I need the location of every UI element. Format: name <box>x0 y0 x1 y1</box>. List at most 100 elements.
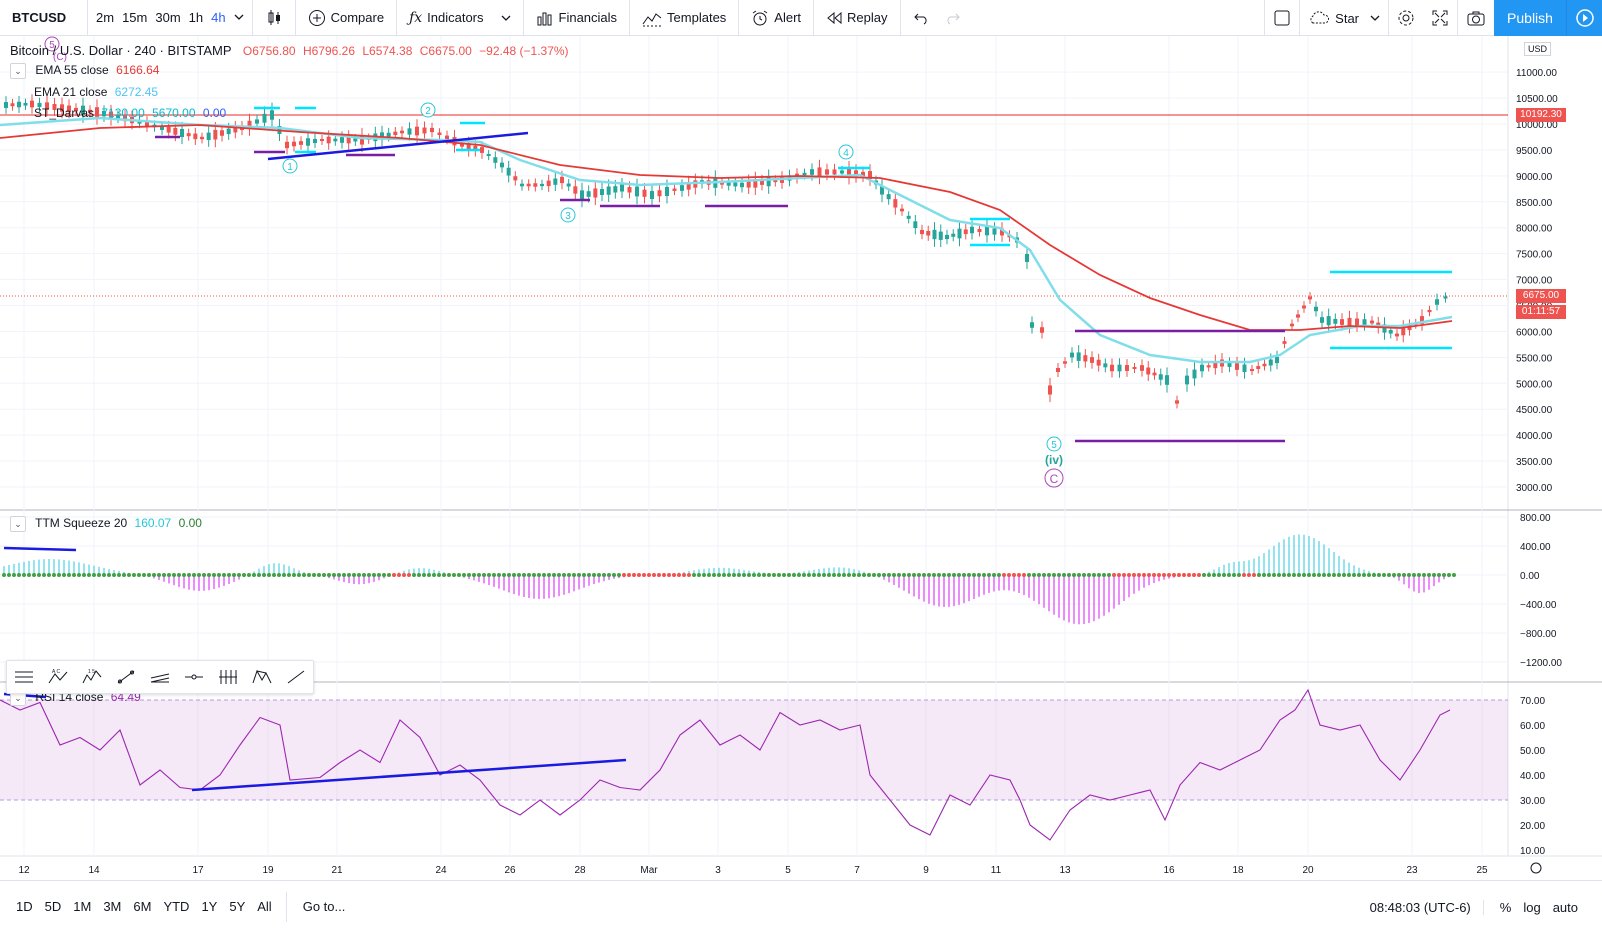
range-3m[interactable]: 3M <box>103 899 122 914</box>
ttm-squeeze-dot <box>227 573 231 577</box>
ttm-squeeze-dot <box>567 573 571 577</box>
range-5d[interactable]: 5D <box>44 899 62 914</box>
rsi-line <box>0 688 1451 841</box>
interval-15m[interactable]: 15m <box>122 9 148 25</box>
candle-body <box>213 129 218 140</box>
interval-2m[interactable]: 2m <box>96 9 115 25</box>
ttm-squeeze-dot <box>1442 573 1446 577</box>
candle-body <box>868 171 872 179</box>
range-5y[interactable]: 5Y <box>229 899 246 914</box>
candle-body <box>123 115 127 122</box>
ttm-squeeze-dot <box>537 573 541 577</box>
ttm-squeeze-dot <box>607 573 611 577</box>
ttm-squeeze-dot <box>532 573 536 577</box>
candle-body <box>1242 364 1247 372</box>
alert-button[interactable]: Alert <box>743 0 809 36</box>
candle-body <box>1103 363 1108 368</box>
candle-body <box>270 110 274 120</box>
symbol-search[interactable]: BTCUSD <box>0 0 88 36</box>
collapse-legend-icon[interactable]: ⌄ <box>10 63 26 79</box>
interval-30m[interactable]: 30m <box>155 9 181 25</box>
time-tick-label: 12 <box>18 865 30 876</box>
interval-dropdown-icon[interactable] <box>230 0 248 36</box>
candle-body <box>506 167 511 176</box>
goto-date-button[interactable]: Go to... <box>302 899 346 914</box>
range-6m[interactable]: 6M <box>133 899 152 914</box>
candle-body <box>553 178 558 185</box>
templates-button[interactable]: Templates <box>634 0 734 36</box>
candle-body <box>686 182 691 190</box>
ttm-squeeze-dot <box>507 573 511 577</box>
ttm-squeeze-dot <box>877 573 881 577</box>
currency-label[interactable]: USD <box>1524 42 1552 56</box>
ray-tool-icon[interactable] <box>279 661 313 693</box>
redo-icon[interactable] <box>937 0 969 36</box>
candle-body <box>326 136 331 144</box>
high-value: H6796.26 <box>302 44 355 58</box>
ttm-squeeze-dot <box>657 573 661 577</box>
candle-body <box>386 132 391 137</box>
fullscreen-expand-icon[interactable] <box>1423 0 1457 36</box>
candle-body <box>45 102 49 110</box>
ttm-histogram-group <box>3 534 1455 625</box>
range-1y[interactable]: 1Y <box>201 899 218 914</box>
replay-button[interactable]: Replay <box>818 0 895 36</box>
candle-body <box>880 185 884 195</box>
ttm-squeeze-dot <box>827 573 831 577</box>
interval-4h[interactable]: 4h <box>211 9 226 25</box>
compare-button[interactable]: Compare <box>300 0 392 36</box>
candle-body <box>627 186 632 193</box>
camera-snapshot-icon[interactable] <box>1457 0 1494 36</box>
candle-body <box>620 184 624 192</box>
candle-body <box>360 135 364 145</box>
elliott-wave-tool-icon[interactable]: 1 5 <box>75 661 109 693</box>
percent-scale-toggle[interactable]: % <box>1499 899 1512 915</box>
gann-fan-tool-icon[interactable] <box>211 661 245 693</box>
financials-button[interactable]: Financials <box>528 0 626 36</box>
ttm-squeeze-dot <box>1022 573 1026 577</box>
pitchfork-tool-icon[interactable] <box>143 661 177 693</box>
ttm-squeeze-dot <box>267 573 271 577</box>
interval-1h[interactable]: 1h <box>188 9 204 25</box>
financials-group: Financials <box>524 0 631 36</box>
undo-icon[interactable] <box>905 0 937 36</box>
range-1m[interactable]: 1M <box>73 899 92 914</box>
fib-retracement-tool-icon[interactable] <box>7 661 41 693</box>
fullscreen-square-icon[interactable] <box>1264 0 1299 36</box>
ttm-squeeze-dot <box>1082 573 1086 577</box>
ttm-squeeze-dot <box>917 573 921 577</box>
candle-body <box>95 107 99 117</box>
auto-scale-toggle[interactable]: auto <box>1552 899 1578 915</box>
trend-line-tool-icon[interactable] <box>109 661 143 693</box>
publish-button[interactable]: Publish <box>1494 0 1566 36</box>
ttm-squeeze-dot <box>132 573 136 577</box>
ttm-squeeze-dot <box>362 573 366 577</box>
candle-body <box>825 169 829 175</box>
ttm-squeeze-dot <box>1417 573 1421 577</box>
indicators-button[interactable]: ƒx Indicators <box>401 0 518 36</box>
candle-body <box>893 199 898 208</box>
range-1d[interactable]: 1D <box>16 899 33 914</box>
star-layout-button[interactable]: Star <box>1299 0 1388 36</box>
log-scale-toggle[interactable]: log <box>1523 899 1541 915</box>
play-circle-icon[interactable] <box>1566 0 1602 36</box>
range-all[interactable]: All <box>257 899 272 914</box>
horizontal-line-tool-icon[interactable] <box>177 661 211 693</box>
ttm-squeeze-dot <box>882 573 886 577</box>
drawing-toolbar: A C 1 5 <box>6 660 314 694</box>
settings-gear-icon[interactable] <box>1388 0 1423 36</box>
clock-display[interactable]: 08:48:03 (UTC-6) <box>1364 899 1484 915</box>
range-ytd[interactable]: YTD <box>163 899 190 914</box>
candle-body <box>445 135 449 140</box>
ttm-squeeze-dot <box>192 573 196 577</box>
xabcd-pattern-tool-icon[interactable] <box>245 661 279 693</box>
candle-body <box>906 215 911 219</box>
chart-canvas[interactable]: 11000.00 10500.00 10000.00 9500.00 9000.00 85… <box>0 36 1602 880</box>
ttm-squeeze-dot <box>1327 573 1331 577</box>
ttm-squeeze-dot <box>502 573 506 577</box>
abc-pattern-tool-icon[interactable]: A C <box>41 661 75 693</box>
ttm-squeeze-dot <box>862 573 866 577</box>
ttm-squeeze-dot <box>412 573 416 577</box>
candles-chart-type-icon[interactable] <box>257 0 291 36</box>
collapse-legend-icon[interactable]: ⌄ <box>10 516 26 532</box>
